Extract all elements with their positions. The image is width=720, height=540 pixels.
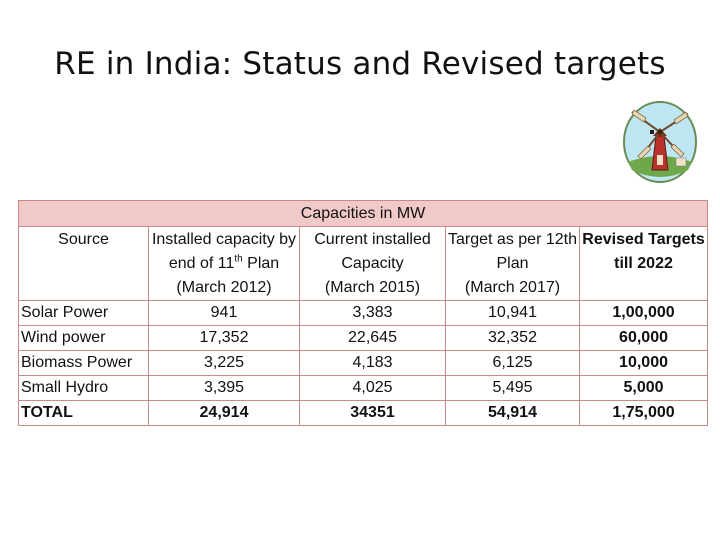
header-source: Source: [18, 226, 149, 301]
row-revised-2022: 1,00,000: [578, 300, 709, 326]
header-installed-2012: Installed capacity by end of 11th Plan (…: [148, 226, 300, 301]
table-caption: Capacities in MW: [17, 200, 709, 227]
row-source: Solar Power: [18, 300, 149, 326]
row-current-2015: 22,645: [299, 325, 446, 351]
total-installed-2012: 24,914: [148, 400, 300, 426]
total-row: TOTAL 24,914 34351 54,914 1,75,000: [18, 400, 709, 426]
row-installed-2012: 941: [148, 300, 300, 326]
row-target-2017: 5,495: [445, 375, 580, 401]
row-target-2017: 6,125: [445, 350, 580, 376]
row-target-2017: 10,941: [445, 300, 580, 326]
table-row: Biomass Power 3,225 4,183 6,125 10,000: [18, 350, 709, 376]
row-source: Small Hydro: [18, 375, 149, 401]
row-revised-2022: 10,000: [578, 350, 709, 376]
row-target-2017: 32,352: [445, 325, 580, 351]
table-row: Solar Power 941 3,383 10,941 1,00,000: [18, 300, 709, 326]
total-current-2015: 34351: [299, 400, 446, 426]
caption-row: Capacities in MW: [17, 200, 709, 227]
row-source: Wind power: [18, 325, 149, 351]
table-row: Wind power 17,352 22,645 32,352 60,000: [18, 325, 709, 351]
table-row: Small Hydro 3,395 4,025 5,495 5,000: [18, 375, 709, 401]
windmill-icon: [623, 101, 697, 183]
header-target-2017: Target as per 12th Plan (March 2017): [445, 226, 580, 301]
total-revised-2022: 1,75,000: [578, 400, 709, 426]
row-installed-2012: 17,352: [148, 325, 300, 351]
header-revised-2022: Revised Targets till 2022: [578, 226, 709, 301]
total-target-2017: 54,914: [445, 400, 580, 426]
total-label: TOTAL: [18, 400, 149, 426]
row-source: Biomass Power: [18, 350, 149, 376]
row-current-2015: 4,183: [299, 350, 446, 376]
header-current-2015: Current installed Capacity (March 2015): [299, 226, 446, 301]
row-installed-2012: 3,225: [148, 350, 300, 376]
row-revised-2022: 60,000: [578, 325, 709, 351]
capacity-table: Capacities in MW Source Installed capaci…: [17, 200, 709, 426]
row-revised-2022: 5,000: [578, 375, 709, 401]
row-current-2015: 3,383: [299, 300, 446, 326]
header-row: Source Installed capacity by end of 11th…: [18, 226, 709, 301]
row-current-2015: 4,025: [299, 375, 446, 401]
slide-title: RE in India: Status and Revised targets: [54, 46, 666, 82]
row-installed-2012: 3,395: [148, 375, 300, 401]
